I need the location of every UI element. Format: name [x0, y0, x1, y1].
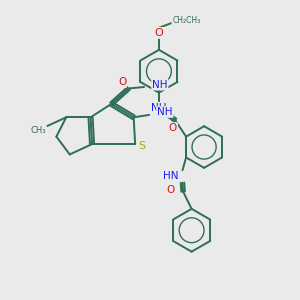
Text: NH: NH: [157, 107, 172, 117]
Text: O: O: [167, 185, 175, 195]
Text: NH: NH: [151, 103, 167, 113]
Text: O: O: [154, 28, 163, 38]
Text: O: O: [169, 123, 177, 133]
Text: O: O: [118, 77, 126, 87]
Text: CH₃: CH₃: [31, 126, 46, 135]
Text: HN: HN: [164, 171, 179, 181]
Text: S: S: [138, 141, 145, 152]
Text: NH: NH: [152, 80, 168, 90]
Text: CH₂CH₃: CH₂CH₃: [172, 16, 200, 25]
